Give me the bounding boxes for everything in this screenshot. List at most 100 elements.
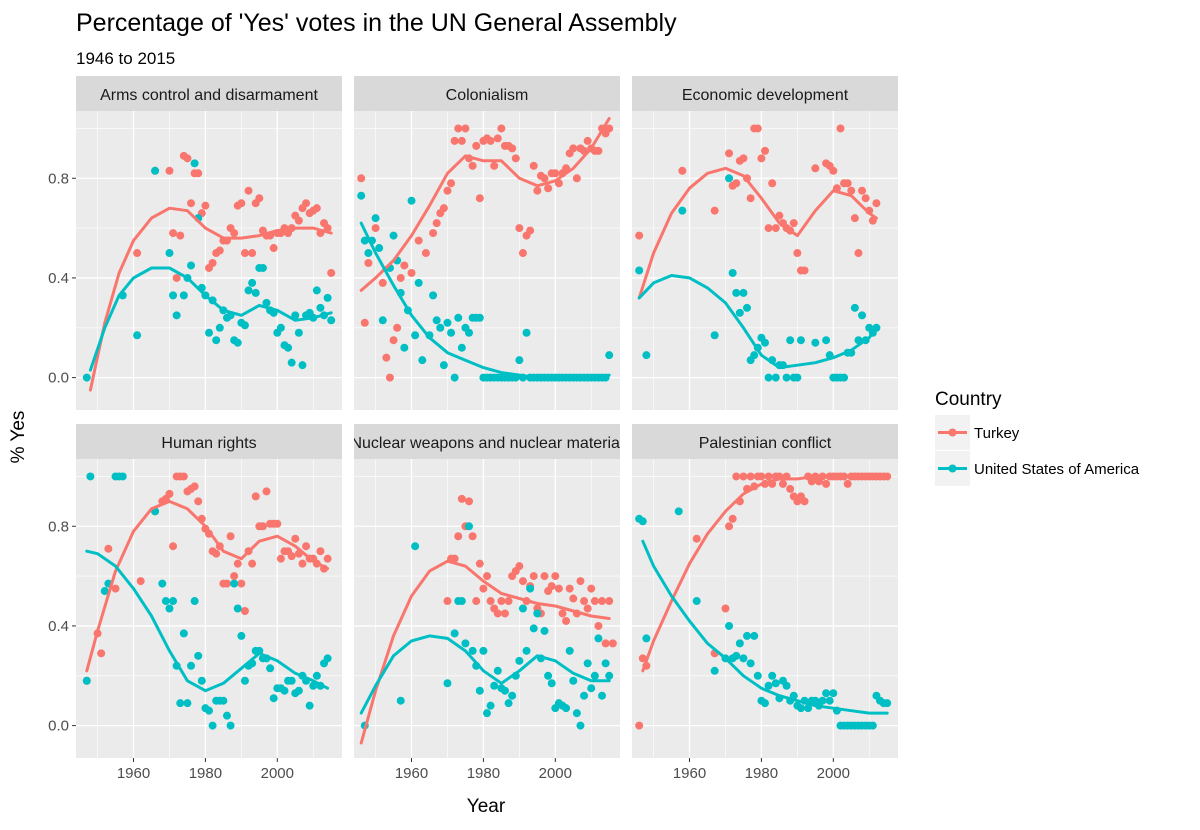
data-point <box>165 604 174 613</box>
data-point <box>764 373 773 382</box>
data-point <box>360 236 369 245</box>
data-point <box>465 497 474 506</box>
data-point <box>739 654 748 663</box>
data-point <box>547 582 556 591</box>
data-point <box>598 597 607 606</box>
data-point <box>233 559 242 568</box>
data-point <box>735 639 744 648</box>
facet-panel: Colonialism <box>354 76 620 410</box>
data-point <box>825 696 834 705</box>
data-point <box>638 654 647 663</box>
legend-label-turkey: Turkey <box>974 425 1020 442</box>
data-point <box>226 532 235 541</box>
data-point <box>378 316 387 325</box>
data-point <box>215 323 224 332</box>
data-point <box>287 358 296 367</box>
data-point <box>133 249 142 258</box>
data-point <box>212 549 221 558</box>
data-point <box>447 328 456 337</box>
data-point <box>226 721 235 730</box>
x-tick-label: 2000 <box>261 765 294 782</box>
data-point <box>454 124 463 133</box>
data-point <box>858 186 867 195</box>
data-point <box>576 577 585 586</box>
data-point <box>872 199 881 208</box>
data-point <box>187 261 196 270</box>
data-point <box>725 522 734 531</box>
data-point <box>248 559 257 568</box>
data-point <box>732 179 741 188</box>
data-point <box>305 701 314 710</box>
data-point <box>312 204 321 213</box>
data-point <box>753 671 762 680</box>
data-point <box>725 174 734 183</box>
data-point <box>861 194 870 203</box>
data-point <box>472 597 481 606</box>
data-point <box>364 249 373 258</box>
data-point <box>364 258 373 267</box>
data-point <box>540 174 549 183</box>
data-point <box>739 472 748 481</box>
data-point <box>544 184 553 193</box>
data-point <box>500 609 509 618</box>
data-point <box>475 559 484 568</box>
data-point <box>732 472 741 481</box>
data-point <box>323 654 332 663</box>
data-point <box>490 161 499 170</box>
data-point <box>605 671 614 680</box>
data-point <box>244 186 253 195</box>
data-point <box>490 681 499 690</box>
data-point <box>432 219 441 228</box>
data-point <box>100 587 109 596</box>
data-point <box>400 261 409 270</box>
data-point <box>357 191 366 200</box>
legend-label-usa: United States of America <box>974 461 1140 478</box>
facet-strip <box>632 76 898 111</box>
data-point <box>201 201 210 210</box>
data-point <box>486 701 495 710</box>
data-point <box>486 597 495 606</box>
data-point <box>486 136 495 145</box>
data-point <box>133 331 142 340</box>
data-point <box>569 594 578 603</box>
data-point <box>396 696 405 705</box>
data-point <box>508 691 517 700</box>
data-point <box>858 311 867 320</box>
data-point <box>82 676 91 685</box>
data-point <box>778 479 787 488</box>
data-point <box>533 186 542 195</box>
data-point <box>165 249 174 258</box>
y-axis-title: % Yes <box>8 411 29 464</box>
data-point <box>327 268 336 277</box>
data-point <box>136 577 145 586</box>
data-point <box>786 484 795 493</box>
data-point <box>179 472 188 481</box>
data-point <box>104 544 113 553</box>
data-point <box>323 554 332 563</box>
data-point <box>576 721 585 730</box>
trend-line <box>637 166 878 300</box>
facet-strip <box>354 76 620 111</box>
panel-background <box>632 111 898 410</box>
data-point <box>479 646 488 655</box>
data-point <box>750 351 759 360</box>
data-point <box>497 597 506 606</box>
x-tick-label: 2000 <box>817 765 850 782</box>
data-point <box>580 691 589 700</box>
data-point <box>551 169 560 178</box>
data-point <box>746 659 755 668</box>
data-point <box>273 519 282 528</box>
data-point <box>248 278 257 287</box>
x-tick-label: 1960 <box>395 765 428 782</box>
panel-background <box>354 459 620 758</box>
data-point <box>800 497 809 506</box>
y-tick-label: 0.0 <box>48 370 69 387</box>
data-point <box>554 584 563 593</box>
data-point <box>432 316 441 325</box>
data-point <box>400 343 409 352</box>
data-point <box>457 343 466 352</box>
x-tick-label: 1960 <box>117 765 150 782</box>
data-point <box>583 659 592 668</box>
data-point <box>529 572 538 581</box>
data-point <box>642 351 651 360</box>
